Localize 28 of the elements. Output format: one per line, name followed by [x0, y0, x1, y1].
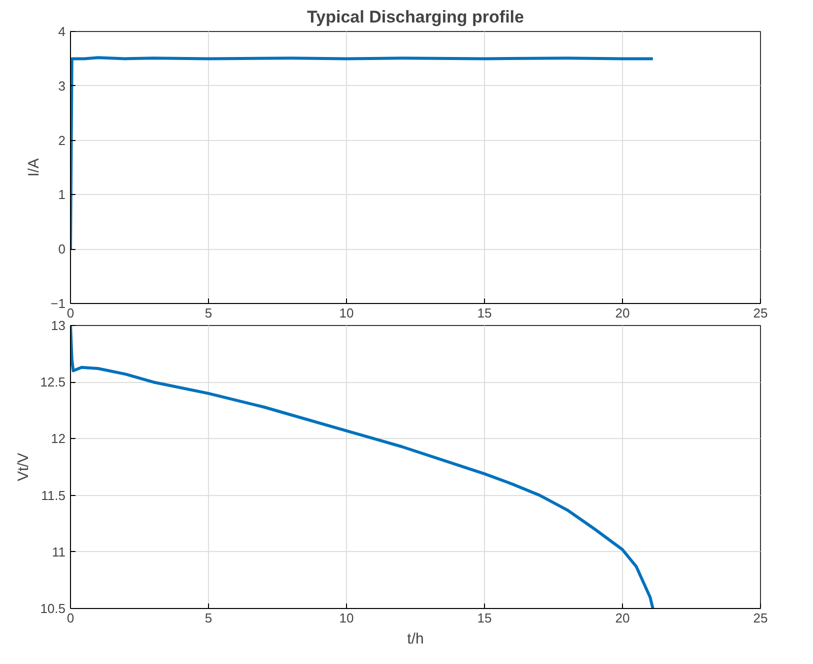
x-tick-label: 20 — [615, 610, 630, 626]
x-tick-label: 25 — [753, 610, 768, 626]
x-axis-title: t/h — [407, 630, 424, 648]
y-tick-label: 12 — [51, 431, 66, 446]
y-axis-title: I/A — [26, 158, 43, 177]
y-tick-label: −1 — [50, 296, 66, 311]
y-tick-label: 12.5 — [40, 374, 66, 390]
y-tick-label: 1 — [58, 187, 66, 202]
y-tick-label: 11.5 — [41, 488, 66, 503]
y-tick-label: 11 — [52, 544, 66, 560]
x-tick-label: 5 — [204, 610, 212, 626]
y-tick-label: 10.5 — [40, 601, 66, 616]
x-tick-label: 25 — [753, 306, 768, 320]
y-tick-label: 2 — [58, 132, 66, 148]
x-tick-label: 10 — [339, 610, 354, 626]
y-tick-label: 0 — [58, 242, 66, 257]
x-tick-label: 20 — [615, 306, 630, 320]
chart-title: Typical Discharging profile — [307, 8, 524, 26]
line-series — [70, 56, 654, 251]
x-tick-label: 15 — [477, 306, 492, 320]
x-tick-label: 5 — [204, 306, 212, 320]
y-tick-label: 13 — [51, 318, 66, 333]
x-tick-label: 10 — [339, 306, 354, 320]
y-tick-label: 3 — [58, 78, 66, 94]
y-axis-title: Vt/V — [15, 452, 32, 482]
line-series — [70, 326, 654, 608]
x-tick-label: 15 — [477, 610, 492, 626]
y-tick-label: 4 — [58, 24, 66, 39]
